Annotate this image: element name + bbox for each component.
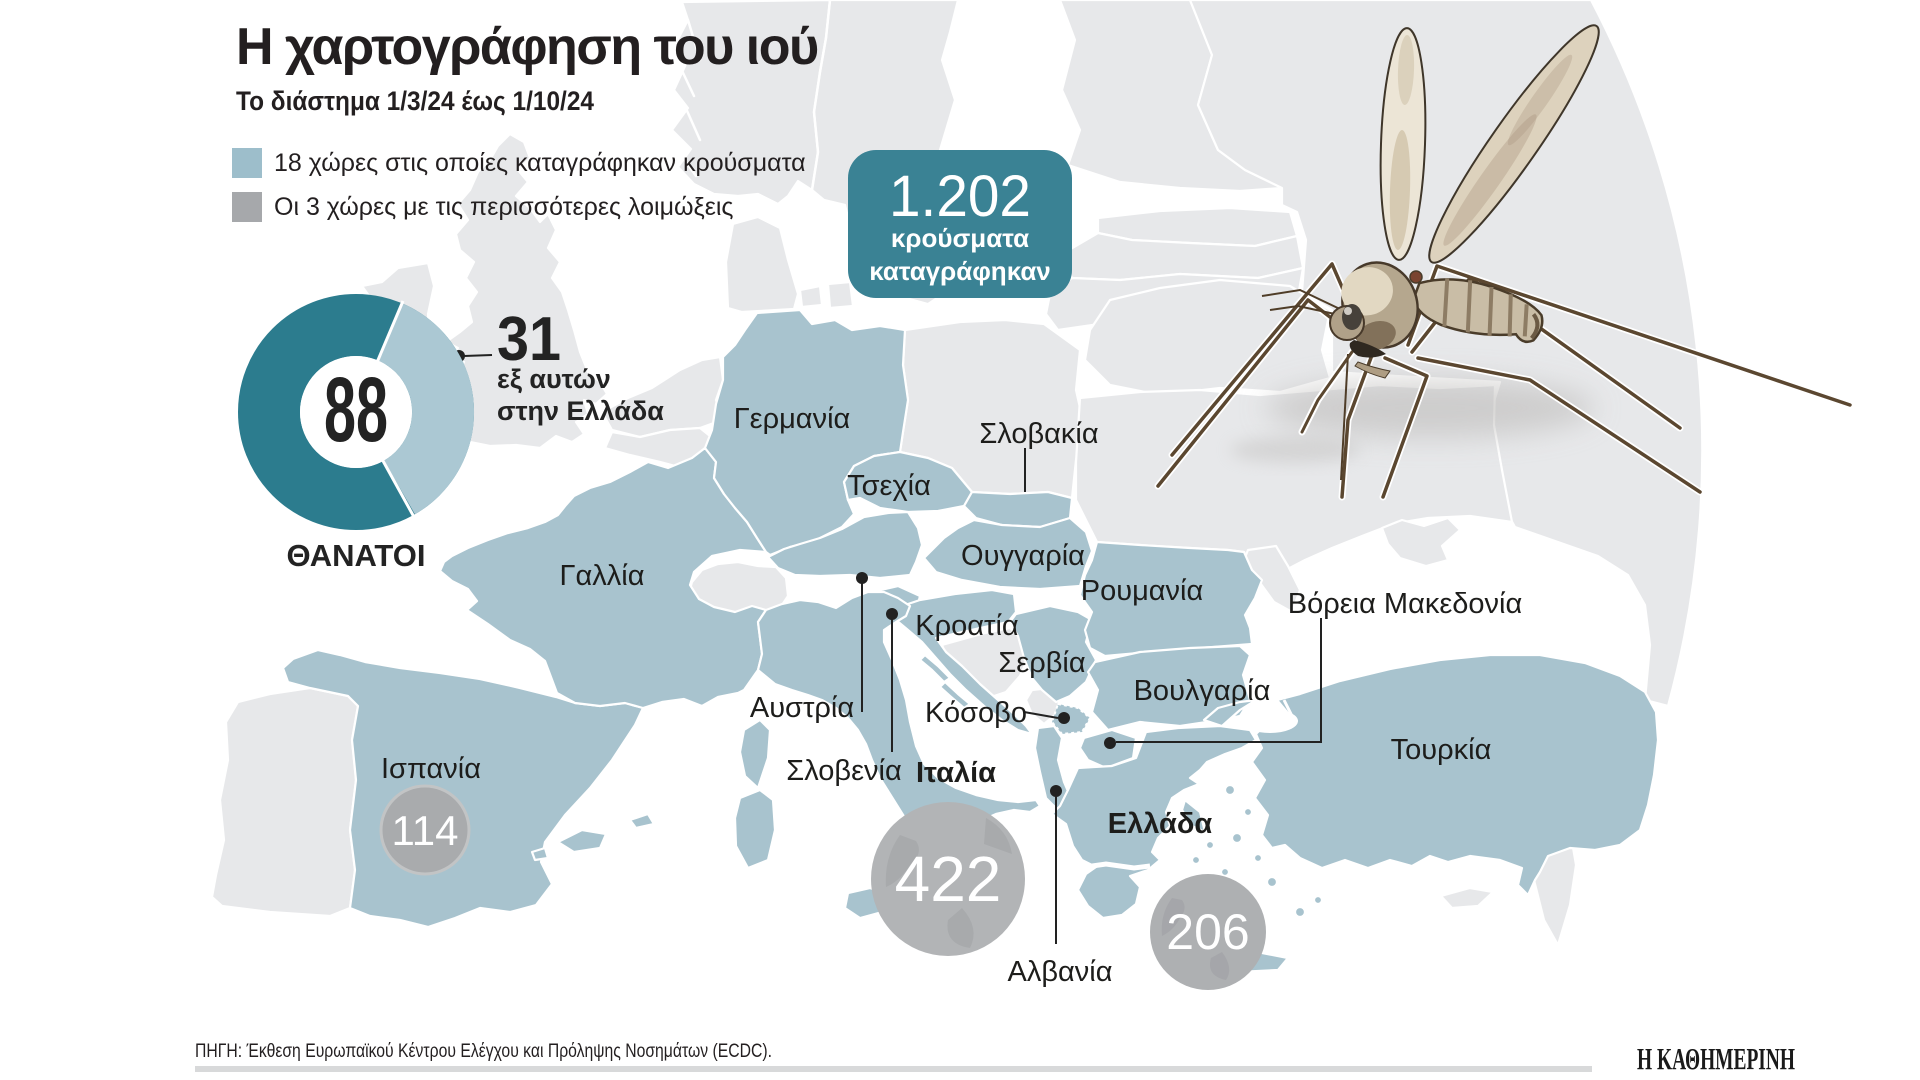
svg-text:Ισπανία: Ισπανία (381, 753, 481, 785)
svg-text:Σερβία: Σερβία (998, 647, 1085, 679)
svg-text:Κόσοβο: Κόσοβο (925, 697, 1027, 729)
svg-text:31: 31 (497, 305, 561, 374)
svg-text:κρούσματα: κρούσματα (891, 223, 1029, 253)
svg-text:Ρουμανία: Ρουμανία (1081, 575, 1204, 607)
svg-text:Αυστρία: Αυστρία (750, 692, 854, 724)
svg-text:Ελλάδα: Ελλάδα (1108, 808, 1213, 840)
svg-text:Γαλλία: Γαλλία (560, 560, 645, 592)
svg-text:206: 206 (1166, 904, 1249, 960)
svg-text:Βόρεια Μακεδονία: Βόρεια Μακεδονία (1288, 588, 1523, 620)
svg-text:Κροατία: Κροατία (915, 610, 1018, 642)
svg-text:Τσεχία: Τσεχία (847, 470, 931, 502)
svg-text:Ιταλία: Ιταλία (916, 757, 996, 789)
svg-text:Αλβανία: Αλβανία (1008, 956, 1113, 988)
svg-text:114: 114 (392, 807, 459, 854)
svg-text:ΘΑΝΑΤΟΙ: ΘΑΝΑΤΟΙ (287, 538, 426, 573)
svg-text:422: 422 (895, 843, 1002, 915)
svg-text:στην Ελλάδα: στην Ελλάδα (497, 396, 664, 426)
svg-text:Σλοβενία: Σλοβενία (786, 755, 901, 787)
svg-text:88: 88 (324, 359, 388, 461)
svg-text:Σλοβακία: Σλοβακία (979, 418, 1098, 450)
svg-text:Τουρκία: Τουρκία (1391, 734, 1492, 766)
svg-text:Η χαρτογράφηση του ιού: Η χαρτογράφηση του ιού (236, 18, 818, 76)
svg-text:1.202: 1.202 (889, 164, 1031, 229)
svg-text:Ουγγαρία: Ουγγαρία (961, 540, 1085, 572)
svg-text:Βουλγαρία: Βουλγαρία (1134, 675, 1271, 707)
svg-text:ΠΗΓΗ: Έκθεση Ευρωπαϊκού Κέντρο: ΠΗΓΗ: Έκθεση Ευρωπαϊκού Κέντρου Ελέγχου … (195, 1041, 772, 1062)
svg-text:καταγράφηκαν: καταγράφηκαν (869, 256, 1051, 286)
svg-text:Η ΚΑΘΗΜΕΡΙΝΗ: Η ΚΑΘΗΜΕΡΙΝΗ (1637, 1041, 1795, 1076)
svg-text:Το διάστημα 1/3/24 έως 1/10/24: Το διάστημα 1/3/24 έως 1/10/24 (236, 86, 594, 116)
svg-text:εξ αυτών: εξ αυτών (497, 364, 611, 394)
svg-text:18 χώρες στις οποίες καταγράφη: 18 χώρες στις οποίες καταγράφηκαν κρούσμ… (274, 149, 806, 177)
svg-text:Οι 3 χώρες με τις περισσότερες: Οι 3 χώρες με τις περισσότερες λοιμώξεις (274, 193, 733, 221)
svg-text:Γερμανία: Γερμανία (734, 403, 851, 435)
